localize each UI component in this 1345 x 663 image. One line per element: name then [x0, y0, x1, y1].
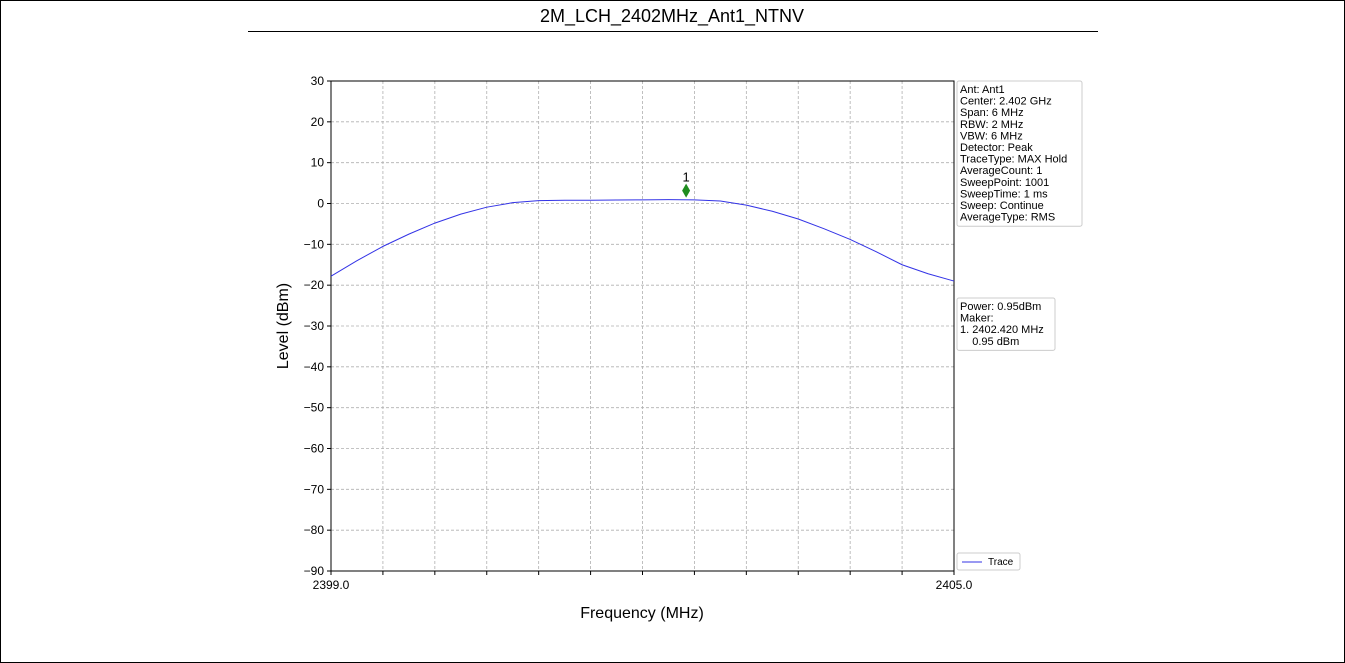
- legend-label: Trace: [988, 557, 1014, 568]
- info-box: [956, 297, 1056, 351]
- info-line: Center: 2.402 GHz: [960, 96, 1052, 108]
- x-tick-label: 2405.0: [936, 578, 973, 592]
- info-line: AverageCount: 1: [960, 165, 1042, 177]
- y-tick-label: −40: [304, 360, 325, 374]
- info-line: AverageType: RMS: [960, 212, 1055, 224]
- y-tick-label: 30: [311, 74, 325, 88]
- info-line: Detector: Peak: [960, 142, 1033, 154]
- info-line: 0.95 dBm: [960, 336, 1019, 348]
- legend-box: [956, 552, 1021, 571]
- info-line: VBW: 6 MHz: [960, 130, 1023, 142]
- y-tick-label: −90: [304, 564, 325, 578]
- info-line: Maker:: [960, 313, 994, 325]
- plot-area: [330, 80, 955, 572]
- y-tick-label: −10: [304, 237, 325, 251]
- info-line: Power: 0.95dBm: [960, 301, 1041, 313]
- info-line: TraceType: MAX Hold: [960, 154, 1067, 166]
- y-tick-label: −20: [304, 278, 325, 292]
- y-tick-label: −30: [304, 319, 325, 333]
- y-tick-label: 10: [311, 156, 325, 170]
- info-line: 1. 2402.420 MHz: [960, 324, 1044, 336]
- marker: [682, 183, 691, 198]
- chart-title: 2M_LCH_2402MHz_Ant1_NTNV: [540, 6, 804, 27]
- y-tick-label: −50: [304, 401, 325, 415]
- y-tick-label: −60: [304, 442, 325, 456]
- info-line: RBW: 2 MHz: [960, 119, 1023, 131]
- info-line: Sweep: Continue: [960, 200, 1044, 212]
- trace-line: [330, 199, 955, 282]
- info-line: Ant: Ant1: [960, 84, 1005, 96]
- x-tick-label: 2399.0: [313, 578, 350, 592]
- y-tick-label: 20: [311, 115, 325, 129]
- y-tick-label: −70: [304, 482, 325, 496]
- y-axis-label: Level (dBm): [275, 283, 292, 369]
- info-line: SweepTime: 1 ms: [960, 188, 1048, 200]
- y-tick-label: 0: [317, 197, 324, 211]
- y-tick-label: −80: [304, 523, 325, 537]
- marker-label: 1: [682, 170, 689, 185]
- info-box: [956, 80, 1083, 227]
- x-axis-label: Frequency (MHz): [580, 605, 704, 622]
- info-line: Span: 6 MHz: [960, 107, 1024, 119]
- info-line: SweepPoint: 1001: [960, 177, 1049, 189]
